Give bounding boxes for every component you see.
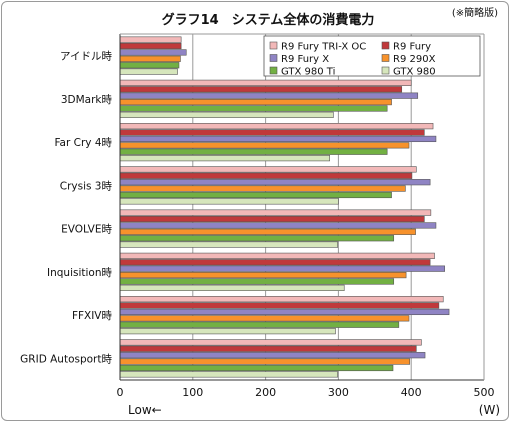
category-label: 3DMark時	[61, 94, 113, 106]
tick-label: 300	[328, 386, 349, 399]
legend-label: R9 Fury X	[281, 54, 329, 65]
bar	[119, 92, 419, 99]
category-label: EVOLVE時	[61, 224, 112, 236]
bar	[119, 265, 445, 272]
chart-note: (※簡略版)	[452, 6, 498, 19]
bar	[119, 235, 395, 242]
bar	[119, 371, 338, 378]
bar	[119, 296, 444, 303]
bar	[119, 98, 392, 106]
category-label: Crysis 3時	[60, 180, 113, 192]
legend-swatch	[381, 41, 390, 50]
low-label: Low←	[128, 403, 162, 417]
category-label: FFXIV時	[72, 310, 113, 322]
bar	[119, 302, 440, 309]
category-label: GRID Autosport時	[20, 353, 112, 365]
tick-label: 0	[117, 386, 124, 399]
category-label: アイドル時	[60, 51, 112, 63]
legend-label: R9 Fury TRI-X OC	[281, 42, 366, 53]
legend-label: GTX 980 Ti	[281, 67, 335, 78]
bar	[119, 315, 410, 322]
bar	[119, 364, 394, 372]
bar	[119, 241, 338, 248]
tick-labels: 0 100 200 300 400 500	[117, 386, 495, 399]
chart-title: グラフ14 システム全体の消費電力	[162, 12, 375, 28]
bar	[119, 209, 432, 216]
legend-box	[263, 35, 481, 77]
bar	[119, 308, 450, 316]
bar	[119, 129, 425, 136]
bar	[119, 339, 422, 346]
bar	[119, 228, 416, 235]
tick-label: 100	[182, 386, 203, 399]
bar	[119, 198, 339, 205]
legend: R9 Fury TRI-X OC R9 Fury R9 Fury X R9 290X G…	[263, 35, 481, 78]
bar	[119, 111, 334, 118]
bar	[119, 68, 178, 75]
bar	[119, 191, 392, 199]
bar	[119, 179, 431, 186]
bar	[119, 172, 413, 179]
bar	[119, 222, 437, 229]
bar	[119, 278, 395, 285]
axis	[119, 33, 485, 381]
bar	[119, 252, 435, 259]
bar	[119, 42, 182, 50]
tick-label: 500	[474, 386, 495, 399]
bar	[119, 259, 431, 266]
bar	[119, 86, 403, 93]
legend-label: R9 290X	[393, 54, 436, 65]
tick-label: 400	[401, 386, 422, 399]
bar	[119, 36, 182, 43]
bar	[119, 142, 410, 149]
legend-swatch	[381, 54, 390, 62]
bar	[119, 185, 406, 192]
bar	[119, 62, 180, 69]
legend-swatch	[269, 41, 278, 50]
legend-swatch	[381, 66, 390, 75]
legend-swatch	[269, 66, 278, 75]
category-label: Inquisition時	[47, 267, 112, 279]
bar	[119, 148, 388, 155]
bar	[119, 135, 437, 143]
legend-label: R9 Fury	[393, 42, 431, 53]
bar	[119, 105, 388, 112]
legend-swatch	[269, 54, 278, 62]
bar	[119, 345, 417, 352]
unit-label: (W)	[479, 403, 500, 417]
bar	[119, 49, 187, 56]
bar	[119, 215, 425, 223]
bar	[119, 284, 345, 291]
category-labels: アイドル時 3DMark時 Far Cry 4時 Crysis 3時 EVOLVE時 In…	[20, 51, 112, 366]
bar	[119, 271, 407, 279]
bar	[119, 79, 412, 86]
bar	[119, 55, 181, 62]
bar	[119, 358, 411, 365]
legend-label: GTX 980	[393, 67, 436, 78]
bar	[119, 123, 434, 130]
bar	[119, 352, 426, 359]
tick-label: 200	[255, 386, 276, 399]
bar	[119, 155, 330, 162]
category-label: Far Cry 4時	[54, 137, 112, 149]
bar	[119, 328, 336, 335]
bar	[119, 321, 400, 328]
bar	[119, 166, 417, 173]
